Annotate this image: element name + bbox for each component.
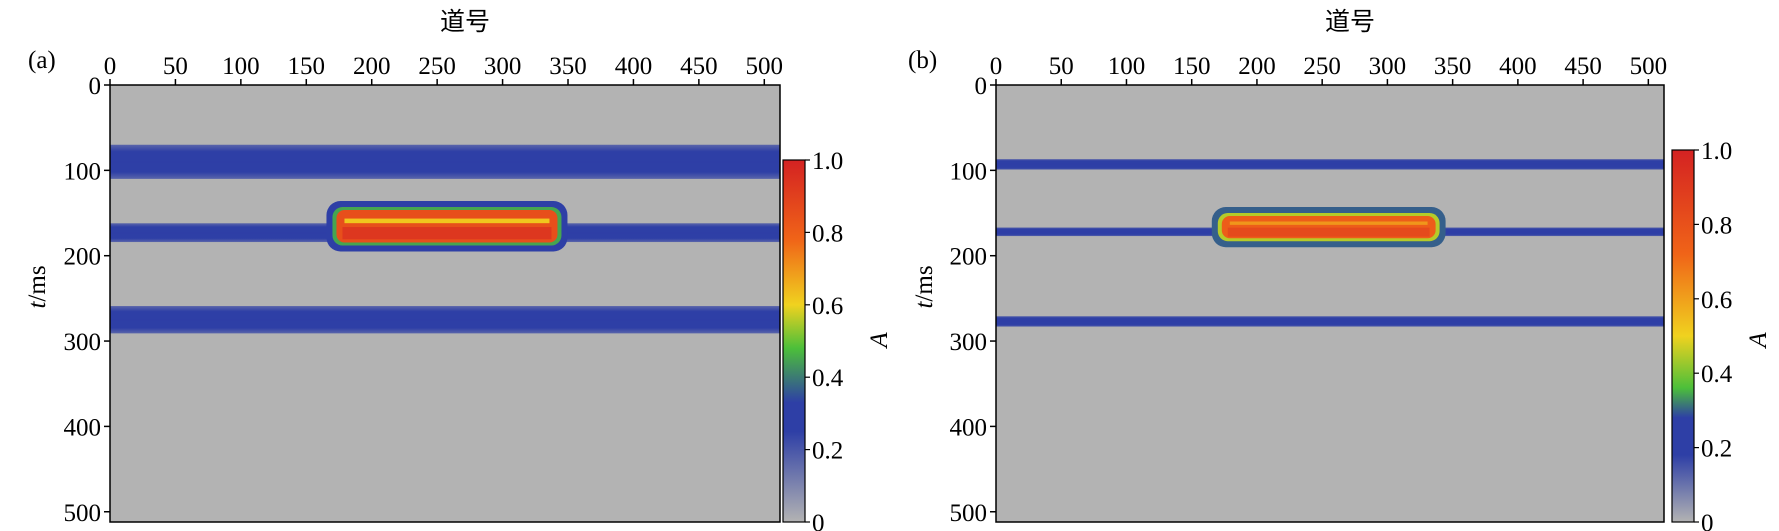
panel-a: (a) 道号 t/ms 0 50 100 150 200 250 300 350 400 450 5… bbox=[24, 8, 893, 531]
colorbar-b: 0 0.2 0.4 0.6 0.8 1.0 bbox=[1671, 138, 1733, 531]
heatmap-cells bbox=[110, 85, 780, 522]
heatmap-plot-b bbox=[995, 84, 1665, 523]
y-tick-label: 0 bbox=[975, 73, 988, 100]
y-tick-label: 300 bbox=[950, 329, 988, 356]
heatmap-background bbox=[996, 85, 1664, 522]
x-ticks-a: 0 50 100 150 200 250 300 350 400 450 500 bbox=[104, 53, 783, 85]
y-tick-label: 0 bbox=[89, 73, 102, 100]
y-tick-label: 300 bbox=[64, 329, 102, 356]
y-axis-title-b-var: t bbox=[911, 301, 938, 309]
colorbar-a: 0 0.2 0.4 0.6 0.8 1.0 bbox=[782, 148, 844, 531]
x-tick-label: 300 bbox=[1369, 53, 1407, 80]
y-tick-label: 400 bbox=[950, 414, 988, 441]
colorbar-tick-label: 0.4 bbox=[812, 365, 844, 392]
colorbar-tick-label: 0.8 bbox=[1701, 212, 1732, 239]
x-tick-label: 200 bbox=[1238, 53, 1276, 80]
x-tick-label: 250 bbox=[1303, 53, 1341, 80]
plot-frame bbox=[995, 84, 1665, 523]
x-tick-label: 350 bbox=[1434, 53, 1472, 80]
colorbar-label-b: A bbox=[1745, 332, 1772, 350]
x-tick-label: 100 bbox=[222, 53, 260, 80]
colorbar-gradient bbox=[782, 159, 806, 523]
colorbar-tick-label: 0.2 bbox=[1701, 436, 1732, 463]
panel-b: (b) 道号 t/ms 0 50 100 150 200 250 300 350 400 450 5… bbox=[908, 8, 1772, 531]
x-tick-label: 500 bbox=[746, 53, 784, 80]
x-tick-label: 350 bbox=[549, 53, 587, 80]
x-tick-label: 250 bbox=[418, 53, 456, 80]
y-axis-title-b-unit: /ms bbox=[911, 265, 938, 301]
colorbar-label-a: A bbox=[866, 332, 893, 350]
x-tick-label: 150 bbox=[288, 53, 326, 80]
colorbar-tick-label: 1.0 bbox=[812, 148, 843, 175]
y-tick-label: 100 bbox=[64, 158, 102, 185]
y-ticks-a: 0 100 200 300 400 500 bbox=[64, 73, 110, 527]
x-tick-label: 150 bbox=[1173, 53, 1211, 80]
y-axis-title-a: t/ms bbox=[24, 265, 51, 308]
x-tick-label: 0 bbox=[990, 53, 1003, 80]
colorbar-tick-label: 0.8 bbox=[812, 220, 843, 247]
y-tick-label: 100 bbox=[950, 158, 988, 185]
y-axis-title-b: t/ms bbox=[911, 265, 938, 308]
y-axis-title-a-unit: /ms bbox=[24, 265, 51, 301]
colorbar-tick-label: 0.6 bbox=[812, 293, 843, 320]
x-axis-title-a: 道号 bbox=[440, 8, 490, 36]
x-ticks-b: 0 50 100 150 200 250 300 350 400 450 500 bbox=[990, 53, 1667, 85]
colorbar-tick-label: 0 bbox=[1701, 510, 1714, 531]
heatmap-cells bbox=[996, 85, 1664, 522]
x-tick-label: 450 bbox=[1564, 53, 1602, 80]
x-tick-label: 200 bbox=[353, 53, 391, 80]
x-tick-label: 400 bbox=[615, 53, 653, 80]
x-tick-label: 300 bbox=[484, 53, 522, 80]
y-axis-title-a-var: t bbox=[24, 301, 51, 309]
anomaly-stripe bbox=[1229, 221, 1428, 225]
x-tick-label: 50 bbox=[1049, 53, 1074, 80]
heatmap-plot-a bbox=[109, 84, 781, 523]
colorbar-tick-label: 1.0 bbox=[1701, 138, 1732, 165]
x-tick-label: 50 bbox=[163, 53, 188, 80]
y-tick-label: 200 bbox=[950, 244, 988, 271]
x-tick-label: 400 bbox=[1499, 53, 1537, 80]
x-tick-label: 0 bbox=[104, 53, 117, 80]
anomaly-peak bbox=[342, 227, 552, 240]
panel-label-b: (b) bbox=[908, 47, 937, 74]
y-tick-label: 200 bbox=[64, 244, 102, 271]
x-tick-label: 450 bbox=[680, 53, 718, 80]
anomaly-stripe bbox=[344, 218, 550, 224]
colorbar-tick-label: 0.6 bbox=[1701, 287, 1732, 314]
anomaly-peak bbox=[1227, 227, 1430, 237]
colorbar-gradient bbox=[1671, 149, 1695, 523]
colorbar-tick-label: 0 bbox=[812, 510, 825, 531]
colorbar-tick-label: 0.2 bbox=[812, 438, 843, 465]
x-tick-label: 100 bbox=[1108, 53, 1146, 80]
y-ticks-b: 0 100 200 300 400 500 bbox=[950, 73, 996, 527]
y-tick-label: 500 bbox=[64, 500, 102, 527]
x-axis-title-b: 道号 bbox=[1325, 8, 1375, 36]
colorbar-tick-label: 0.4 bbox=[1701, 361, 1733, 388]
panel-label-a: (a) bbox=[28, 47, 56, 74]
plot-frame bbox=[109, 84, 781, 523]
y-tick-label: 500 bbox=[950, 500, 988, 527]
x-tick-label: 500 bbox=[1630, 53, 1668, 80]
y-tick-label: 400 bbox=[64, 414, 102, 441]
